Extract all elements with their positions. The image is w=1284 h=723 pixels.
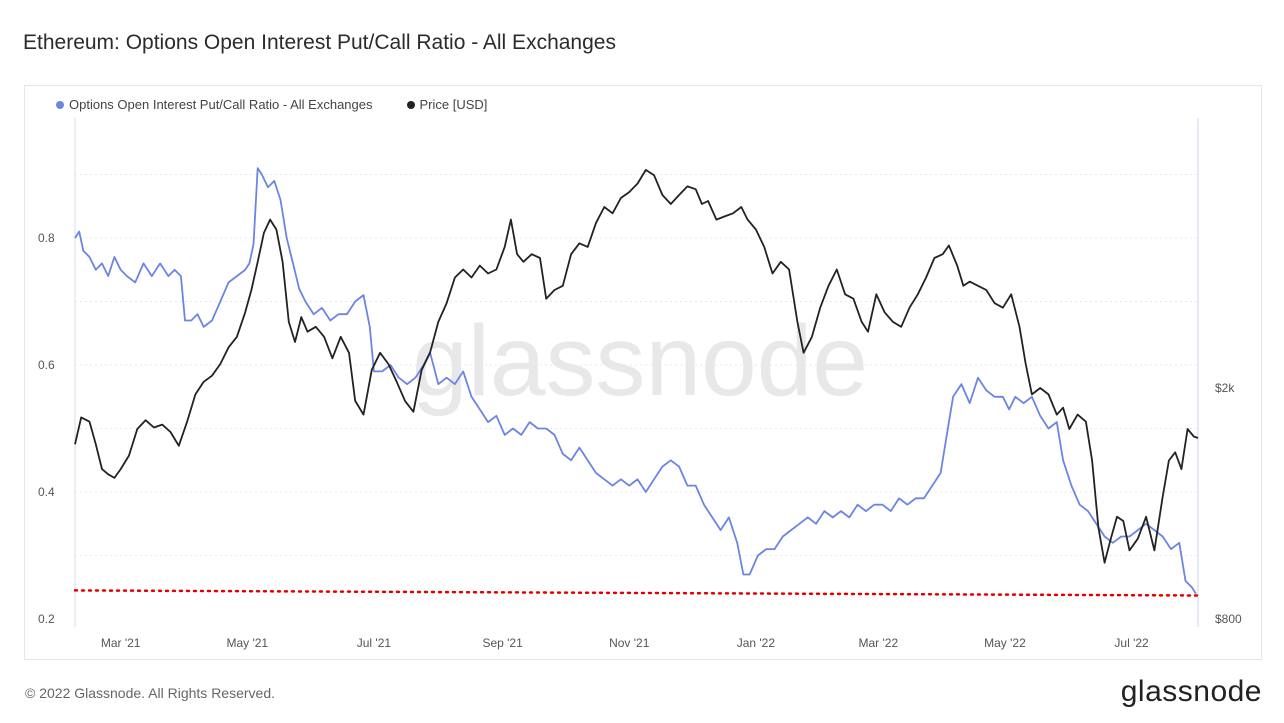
axes: 0.2 0.4 0.6 0.8 $800 $2k Mar '21 May '21 Jul '21…	[38, 231, 1242, 650]
y-left-tick-label: 0.6	[38, 358, 55, 372]
y-right-tick-label: $2k	[1215, 381, 1235, 395]
copyright-footer: © 2022 Glassnode. All Rights Reserved.	[25, 685, 276, 701]
x-tick-label: Jul '22	[1114, 636, 1149, 650]
x-tick-label: Jan '22	[737, 636, 776, 650]
legend-swatch-ratio	[56, 100, 64, 109]
y-right-tick-label: $800	[1215, 612, 1242, 626]
x-tick-label: Sep '21	[482, 636, 523, 650]
x-tick-label: Mar '22	[859, 636, 899, 650]
y-left-tick-label: 0.4	[38, 485, 55, 499]
ratio-series-line	[74, 167, 1197, 595]
legend-label-ratio: Options Open Interest Put/Call Ratio - A…	[69, 97, 373, 112]
chart-title: Ethereum: Options Open Interest Put/Call…	[23, 31, 616, 54]
y-left-tick-label: 0.2	[38, 612, 55, 626]
legend-item-price[interactable]: Price [USD]	[406, 97, 488, 112]
chart-legend: Options Open Interest Put/Call Ratio - A…	[56, 97, 487, 112]
grid	[74, 118, 1199, 627]
x-tick-label: Mar '21	[101, 636, 141, 650]
brand-logo[interactable]: glassnode	[1120, 675, 1262, 708]
legend-item-ratio[interactable]: Options Open Interest Put/Call Ratio - A…	[56, 97, 373, 112]
x-tick-label: May '22	[984, 636, 1026, 650]
legend-swatch-price	[406, 100, 415, 109]
y-left-tick-label: 0.8	[38, 231, 55, 245]
x-tick-label: Jul '21	[357, 636, 392, 650]
x-tick-label: Nov '21	[609, 636, 650, 650]
watermark: glassnode	[412, 305, 868, 417]
legend-label-price: Price [USD]	[419, 97, 488, 112]
series	[73, 167, 1200, 597]
chart-panel	[24, 85, 1262, 660]
reference-line	[73, 589, 1200, 597]
x-tick-label: May '21	[226, 636, 268, 650]
price-series-line	[74, 168, 1199, 564]
